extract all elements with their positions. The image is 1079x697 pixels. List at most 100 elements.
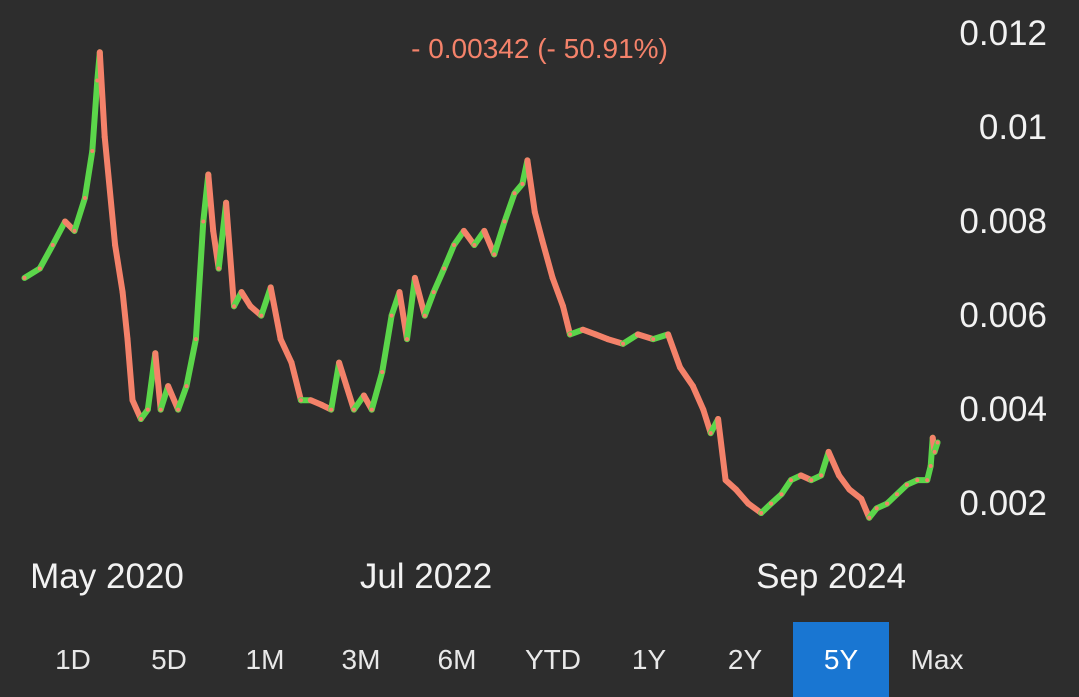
price-point [125, 337, 130, 342]
price-segment [665, 331, 683, 371]
price-point [826, 449, 831, 454]
price-point [867, 515, 872, 520]
price-point [216, 266, 221, 271]
price-point [37, 266, 42, 271]
range-tab-2y[interactable]: 2Y [727, 643, 763, 675]
price-segment [71, 195, 88, 234]
price-point [431, 290, 436, 295]
price-point [176, 407, 181, 412]
price-segment [101, 133, 119, 248]
price-point [885, 501, 890, 506]
price-point [532, 210, 537, 215]
range-tab-5y[interactable]: 5Y [793, 622, 889, 697]
price-point [22, 275, 27, 280]
price-point [568, 332, 572, 337]
price-segment [689, 383, 707, 413]
y-tick-label: 0.012 [959, 14, 1047, 53]
price-point [289, 360, 294, 365]
price-point [593, 332, 598, 337]
price-point [90, 149, 95, 153]
price-segment [404, 274, 418, 343]
price-point [651, 337, 656, 342]
price-point [690, 384, 695, 389]
price-segment [96, 49, 108, 140]
price-point [925, 478, 930, 483]
price-point [928, 464, 933, 468]
price-point [678, 365, 682, 370]
price-point [779, 492, 784, 497]
price-segment [192, 218, 207, 343]
price-segment [343, 383, 357, 413]
price-segment [183, 336, 199, 390]
price-point [520, 181, 525, 186]
price-point [859, 496, 864, 501]
price-point [746, 501, 751, 506]
price-point [798, 473, 803, 478]
price-point [82, 196, 87, 200]
x-tick-label: Jul 2022 [359, 557, 493, 596]
price-point [482, 228, 487, 233]
price-point [184, 384, 189, 389]
y-tick-label: 0.01 [978, 108, 1047, 147]
price-point [113, 243, 118, 247]
y-tick-label: 0.004 [959, 390, 1047, 429]
price-point [935, 440, 940, 445]
price-segment [267, 284, 284, 343]
range-tab-1y[interactable]: 1Y [631, 643, 667, 675]
price-point [930, 435, 935, 440]
price-segment [89, 77, 101, 154]
price-point [809, 478, 814, 483]
price-point [63, 219, 68, 224]
price-point [605, 337, 610, 342]
range-tab-5d[interactable]: 5D [151, 643, 187, 675]
price-point [932, 449, 937, 454]
price-point [716, 417, 721, 421]
price-point [759, 511, 764, 515]
price-point [452, 243, 456, 247]
price-change-label: - 0.00342 (- 50.91%) [0, 33, 1079, 65]
price-point [492, 252, 497, 257]
price-segment [733, 486, 752, 507]
price-segment [501, 190, 518, 225]
y-tick-label: 0.008 [959, 202, 1047, 241]
price-chart[interactable] [0, 0, 1079, 620]
price-point [397, 290, 402, 295]
price-point [895, 492, 899, 497]
range-tab-1m[interactable]: 1M [245, 643, 285, 675]
price-point [239, 290, 244, 295]
range-tab-max[interactable]: Max [910, 643, 964, 675]
price-line-layer [21, 49, 941, 521]
price-segment [430, 265, 448, 296]
price-point [344, 384, 349, 389]
range-tab-ytd[interactable]: YTD [525, 643, 581, 675]
price-segment [531, 209, 546, 244]
price-point [361, 393, 366, 398]
price-point [278, 337, 283, 342]
price-point [319, 402, 324, 407]
range-tab-1d[interactable]: 1D [55, 643, 91, 675]
price-segment [421, 289, 437, 319]
price-point [153, 351, 158, 356]
price-point [166, 384, 171, 389]
price-point [723, 478, 728, 483]
price-segment [81, 148, 96, 201]
price-point [130, 398, 135, 403]
price-point [512, 191, 517, 196]
range-tab-6m[interactable]: 6M [437, 643, 477, 675]
price-point [158, 407, 163, 412]
range-tab-3m[interactable]: 3M [341, 643, 381, 675]
price-segment [119, 289, 131, 343]
price-point [525, 158, 530, 163]
price-segment [336, 359, 350, 390]
price-segment [112, 242, 126, 296]
price-point [461, 228, 466, 233]
price-segment [379, 312, 395, 375]
price-segment [49, 218, 69, 248]
price-point [351, 407, 356, 412]
price-segment [152, 350, 164, 413]
price-point [847, 487, 852, 492]
price-point [206, 172, 211, 177]
price-point [308, 398, 313, 403]
price-segment [491, 218, 508, 258]
price-segment [328, 359, 343, 413]
